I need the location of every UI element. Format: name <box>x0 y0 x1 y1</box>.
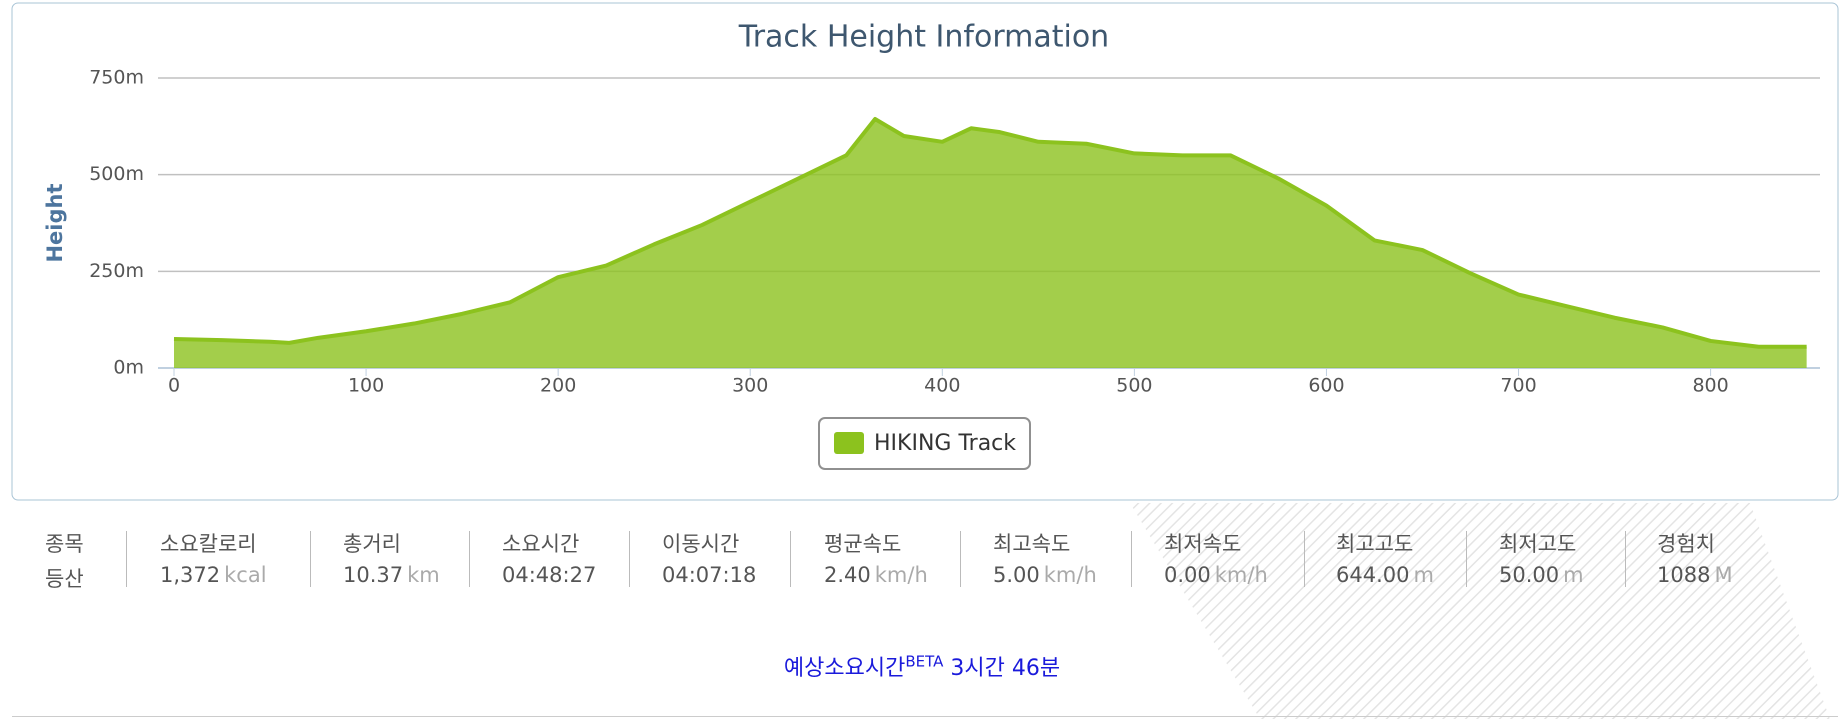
x-tick-label: 300 <box>732 375 768 397</box>
stat-label: 경험치 <box>1657 532 1715 556</box>
estimate-value: 3시간 46분 <box>950 656 1061 681</box>
separator <box>1131 531 1132 587</box>
legend-swatch <box>834 432 864 454</box>
estimate-label: 예상소요시간 <box>783 656 906 681</box>
x-tick-label: 400 <box>924 375 960 397</box>
stat-number: 등산 <box>45 567 84 591</box>
separator <box>469 531 470 587</box>
stat-value: 50.00 m <box>1499 563 1584 587</box>
stat-label: 이동시간 <box>662 532 740 556</box>
x-tick-label: 100 <box>348 375 384 397</box>
stat-unit: kcal <box>224 563 267 587</box>
stat-number: 50.00 <box>1499 563 1560 587</box>
y-tick-label: 750m <box>89 67 144 89</box>
stat-unit: km/h <box>874 563 928 587</box>
stat-unit: m <box>1563 563 1584 587</box>
stat-unit: km/h <box>1043 563 1097 587</box>
separator <box>629 531 630 587</box>
stat-label: 최고속도 <box>993 532 1071 556</box>
legend <box>818 417 1031 470</box>
stat-value: 04:07:18 <box>662 563 756 587</box>
stat-label: 평균속도 <box>824 532 902 556</box>
stat-number: 04:07:18 <box>662 563 757 587</box>
separator <box>1625 531 1626 587</box>
stat-unit: km <box>407 563 440 587</box>
chart-border <box>11 2 1839 501</box>
stat-number: 1088 <box>1657 563 1711 587</box>
stat-value: 10.37 km <box>343 563 440 587</box>
stat-value: 5.00 km/h <box>993 563 1097 587</box>
separator <box>126 531 127 587</box>
legend-label: HIKING Track <box>874 431 1016 456</box>
stat-unit: km/h <box>1214 563 1268 587</box>
stat-value: 644.00 m <box>1336 563 1434 587</box>
x-tick-label: 500 <box>1116 375 1152 397</box>
stat-value: 등산 <box>45 563 84 593</box>
area-line <box>173 116 1807 349</box>
stat-number: 04:48:27 <box>502 563 597 587</box>
stat-label: 소요시간 <box>502 532 580 556</box>
stat-value: 1088 M <box>1657 563 1733 587</box>
stat-number: 0.00 <box>1164 563 1211 587</box>
y-tick-label: 250m <box>89 260 144 282</box>
bottom-rule <box>12 716 1838 717</box>
x-tick-label: 0 <box>168 375 180 397</box>
separator <box>960 531 961 587</box>
stat-value: 2.40 km/h <box>824 563 928 587</box>
stat-label: 종목 <box>45 532 84 556</box>
x-tick-label: 600 <box>1308 375 1344 397</box>
chart-title: Track Height Information <box>738 20 1109 55</box>
stat-label: 총거리 <box>343 532 401 556</box>
y-axis-label: Height <box>43 183 67 262</box>
stat-value: 0.00 km/h <box>1164 563 1268 587</box>
stat-unit: M <box>1714 563 1733 587</box>
stat-number: 644.00 <box>1336 563 1410 587</box>
stat-number: 2.40 <box>824 563 871 587</box>
y-tick-label: 0m <box>113 357 144 379</box>
stat-value: 1,372 kcal <box>160 563 267 587</box>
separator <box>790 531 791 587</box>
stat-number: 10.37 <box>343 563 404 587</box>
separator <box>310 531 311 587</box>
stat-label: 최고고도 <box>1336 532 1414 556</box>
stat-unit: m <box>1413 563 1434 587</box>
separator <box>1466 531 1467 587</box>
stat-value: 04:48:27 <box>502 563 596 587</box>
separator <box>1304 531 1305 587</box>
area <box>174 118 1807 368</box>
x-tick-label: 200 <box>540 375 576 397</box>
estimate-badge: BETA <box>905 652 944 671</box>
estimate: 예상소요시간BETA 3시간 46분 <box>0 650 1844 682</box>
hatch-decoration <box>1130 503 1830 719</box>
x-tick-label: 700 <box>1500 375 1536 397</box>
stat-label: 최저속도 <box>1164 532 1242 556</box>
x-tick-label: 800 <box>1692 375 1728 397</box>
y-tick-label: 500m <box>89 163 144 185</box>
stat-number: 5.00 <box>993 563 1040 587</box>
stat-number: 1,372 <box>160 563 221 587</box>
stat-label: 소요칼로리 <box>160 532 257 556</box>
stat-label: 최저고도 <box>1499 532 1577 556</box>
